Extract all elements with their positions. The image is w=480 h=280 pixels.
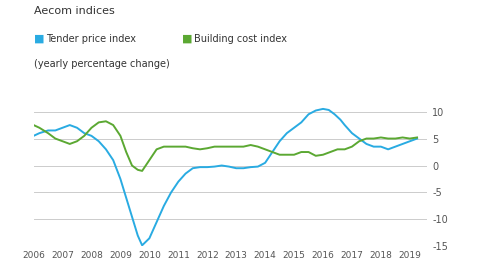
Text: Building cost index: Building cost index [194,34,288,44]
Text: ■: ■ [182,34,193,44]
Text: Aecom indices: Aecom indices [34,6,114,16]
Text: Tender price index: Tender price index [46,34,135,44]
Text: ■: ■ [34,34,44,44]
Text: (yearly percentage change): (yearly percentage change) [34,59,169,69]
